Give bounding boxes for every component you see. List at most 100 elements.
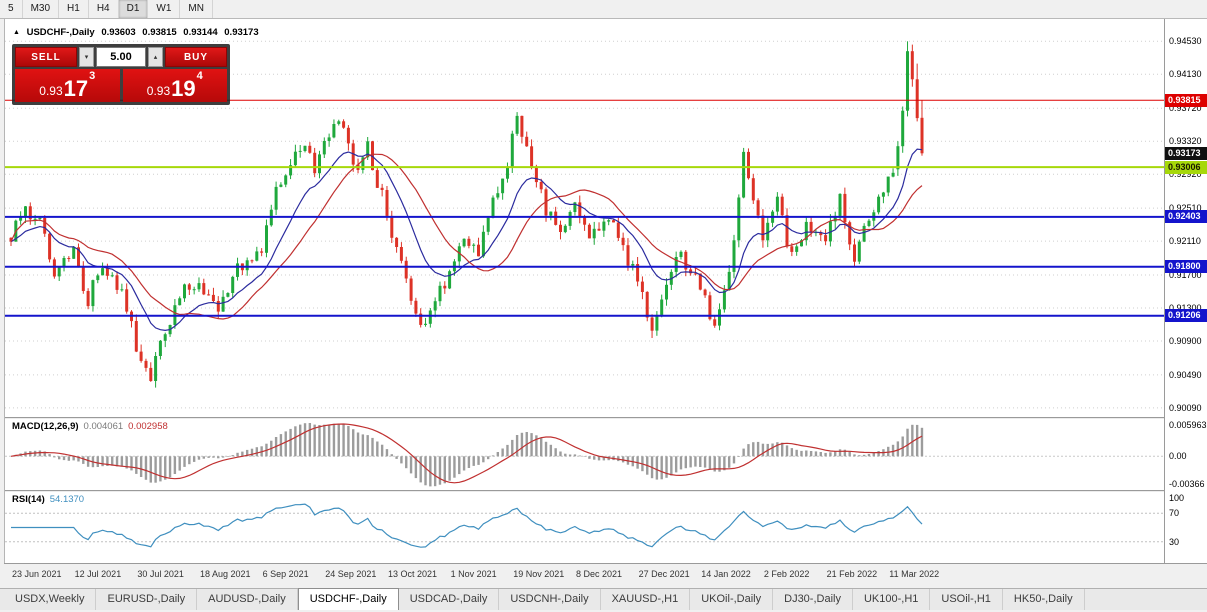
candle [226,292,230,298]
candle [342,119,346,129]
volume-increase-button[interactable]: ▴ [148,47,163,67]
price-tag: 0.91800 [1165,260,1207,274]
candle [679,250,683,260]
candle [462,238,466,248]
timeframe-button-w1[interactable]: W1 [148,0,181,18]
candle [636,257,640,287]
price-axis-label: 0.94530 [1169,36,1202,47]
candle [327,133,331,147]
volume-input[interactable]: 5.00 [96,47,146,67]
sell-button[interactable]: SELL [15,47,77,67]
chart-tab-usoil-h1[interactable]: USOil-,H1 [930,589,1003,610]
candle [674,251,678,278]
candle [125,283,129,314]
date-axis-label: 13 Oct 2021 [387,569,437,579]
candle [265,219,268,258]
chart-tab-eurusd-daily[interactable]: EURUSD-,Daily [96,589,198,610]
candle [886,176,890,197]
candle [857,239,861,265]
candle [24,206,27,223]
rsi-value: 54.1370 [49,494,85,505]
candle [187,283,191,295]
candle [72,246,76,259]
moving-average-line-21 [10,153,923,320]
buy-button[interactable]: BUY [165,47,227,67]
timeframe-button-d1[interactable]: D1 [118,0,149,18]
candle [385,186,389,221]
candle [438,281,442,307]
date-axis-label: 14 Jan 2022 [701,569,751,579]
candle [698,273,702,291]
candle [549,211,553,221]
chart-tab-usdcnh-daily[interactable]: USDCNH-,Daily [499,589,601,610]
chart-tab-hk50-daily[interactable]: HK50-,Daily [1003,589,1085,610]
candle [101,262,105,276]
candle [308,142,312,154]
candle [501,178,505,200]
candle [57,266,61,281]
sell-price-display[interactable]: 0.93 17 3 [15,69,120,102]
candle [154,352,158,388]
macd-pane-label: MACD(12,26,9) 0.004061 0.002958 [12,421,168,432]
pane-separator[interactable] [5,417,1164,419]
date-axis-label: 19 Nov 2021 [513,569,565,579]
candle [515,112,519,136]
timeframe-button-h1[interactable]: H1 [59,0,89,18]
chart-tab-ukoil-daily[interactable]: UKOil-,Daily [690,589,774,610]
chart-tab-bar: USDX,Weekly EURUSD-,Daily AUDUSD-,Daily USD… [0,588,1207,610]
pane-separator[interactable] [5,490,1164,492]
buy-price-display[interactable]: 0.93 19 4 [122,69,227,102]
chart-tab-usdchf-daily[interactable]: USDCHF-,Daily [297,588,399,610]
price-axis[interactable]: 0.94530 0.94130 0.93720 0.93320 0.92920 0.925… [1164,19,1207,563]
chart-tab-xauusd-h1[interactable]: XAUUSD-,H1 [601,589,691,610]
candle [289,159,293,180]
candle [616,216,620,241]
candle [780,193,784,218]
chart-tab-audusd-daily[interactable]: AUDUSD-,Daily [197,589,298,610]
candle [771,209,775,228]
candle [62,255,66,272]
candle [274,181,278,215]
timeframe-button-m30[interactable]: M30 [23,0,60,18]
date-axis-label: 23 Jun 2021 [12,569,62,579]
price-axis-label: 0.90090 [1169,402,1202,413]
candle [891,168,895,178]
candle [192,286,196,295]
candle [404,256,408,283]
volume-decrease-button[interactable]: ▾ [79,47,94,67]
candle [67,256,71,262]
candle [530,139,534,170]
date-axis-label: 8 Dec 2021 [575,569,622,579]
candle [443,281,447,294]
candle [130,310,133,328]
one-click-collapse-icon[interactable]: ▲ [13,29,20,36]
chart-tab-uk100-h1[interactable]: UK100-,H1 [853,589,931,610]
candle [486,216,490,236]
candle [221,290,225,312]
candle [236,257,239,281]
chart-tab-dj30-daily[interactable]: DJ30-,Daily [773,589,853,610]
ohlc-open-value: 0.93603 [101,27,136,38]
chart-tab-usdcad-daily[interactable]: USDCAD-,Daily [399,589,500,610]
candle [718,303,721,331]
candle [240,263,244,276]
candle [621,232,625,251]
candle [318,150,321,179]
candle [380,183,384,197]
timeframe-button-5[interactable]: 5 [0,0,23,18]
price-axis-label: 0.92110 [1169,236,1201,247]
price-tag: 0.93173 [1165,146,1207,160]
candle [149,362,153,382]
date-axis[interactable]: 23 Jun 2021 12 Jul 2021 30 Jul 2021 18 Aug … [4,563,1207,589]
buy-price-base: 0.93 [146,84,171,98]
chart-panes: ▲ USDCHF-,Daily 0.93603 0.93815 0.93144 … [5,19,1164,563]
candle [96,273,100,284]
macd-main-value: 0.004061 [83,421,124,432]
chart-tab-usdx-weekly[interactable]: USDX,Weekly [4,589,97,610]
timeframe-button-mn[interactable]: MN [180,0,213,18]
macd-signal-value: 0.002958 [128,421,168,432]
date-axis-label: 2 Feb 2022 [763,569,810,579]
timeframe-button-h4[interactable]: H4 [89,0,119,18]
candle [144,358,148,372]
